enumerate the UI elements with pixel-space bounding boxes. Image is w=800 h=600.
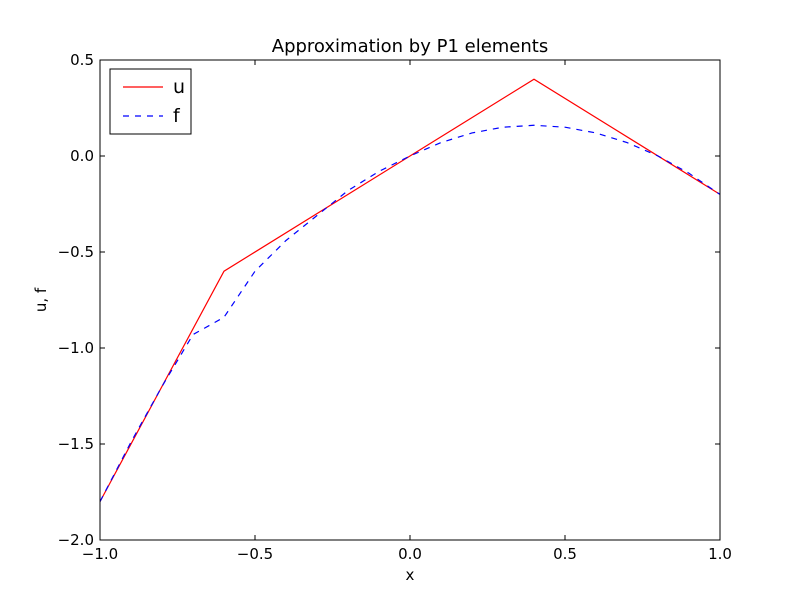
x-axis: −1.0 −0.5 0.0 0.5 1.0 xyxy=(82,60,732,563)
legend-label-f: f xyxy=(173,105,181,127)
legend: u f xyxy=(109,68,192,135)
x-tick-label: −0.5 xyxy=(237,545,273,563)
series-layer xyxy=(99,78,721,502)
y-axis: −2.0 −1.5 −1.0 −0.5 0.0 0.5 xyxy=(58,51,720,549)
x-tick-label: 0.5 xyxy=(553,545,577,563)
x-tick-label: 1.0 xyxy=(708,545,732,563)
x-axis-label: x xyxy=(406,566,415,584)
legend-box xyxy=(109,68,192,135)
y-axis-label: u, f xyxy=(32,287,50,312)
x-tick-label: 0.0 xyxy=(398,545,422,563)
chart-title: Approximation by P1 elements xyxy=(272,36,548,57)
y-tick-label: −0.5 xyxy=(58,243,94,261)
y-tick-label: −1.0 xyxy=(58,339,94,357)
legend-label-u: u xyxy=(173,76,185,98)
series-line-u xyxy=(99,78,721,502)
x-tick-label: −1.0 xyxy=(82,545,118,563)
y-tick-label: 0.0 xyxy=(70,147,94,165)
y-tick-label: −1.5 xyxy=(58,435,94,453)
series-line-f xyxy=(99,124,721,502)
y-tick-label: 0.5 xyxy=(70,51,94,69)
y-tick-label: −2.0 xyxy=(58,531,94,549)
